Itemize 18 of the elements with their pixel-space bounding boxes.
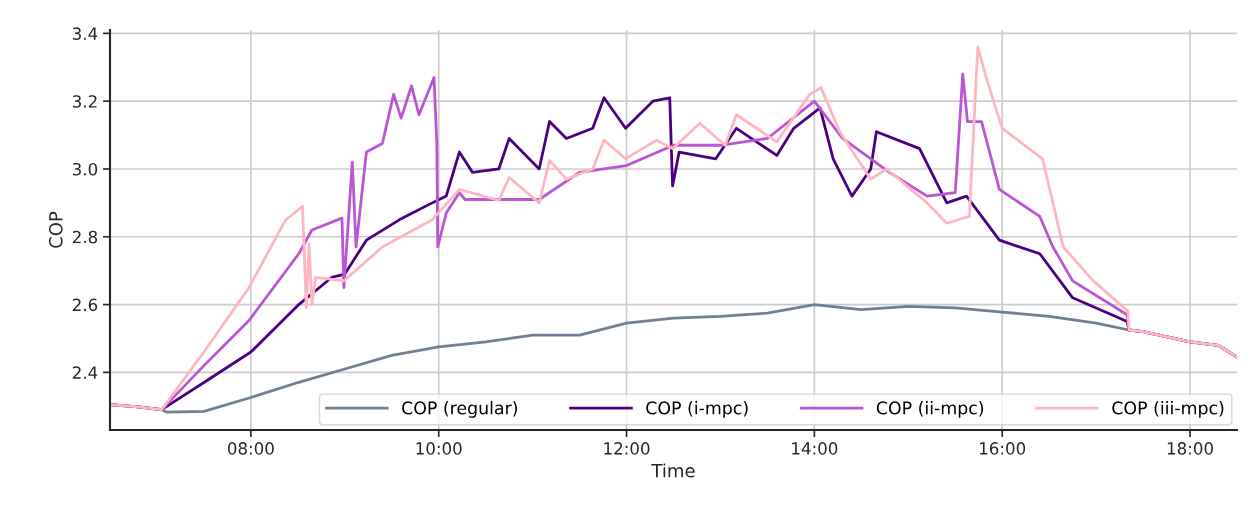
x-axis-title: Time	[651, 463, 695, 478]
y-tick-label: 3.2	[72, 95, 97, 108]
y-tick-label: 2.6	[72, 298, 98, 312]
x-tick-label: 16:00	[980, 442, 1026, 455]
legend-label: COP (ii-mpc)	[876, 401, 984, 418]
legend-label: COP (regular)	[402, 401, 518, 418]
legend-label: COP (iii-mpc)	[1112, 401, 1224, 418]
x-tick-label: 14:00	[792, 442, 838, 455]
x-tick-label: 08:00	[227, 442, 274, 455]
y-tick-label: 2.4	[72, 366, 98, 379]
legend-label: COP (i-mpc)	[646, 401, 748, 418]
y-tick-label: 2.8	[72, 230, 98, 244]
x-tick-label: 12:00	[604, 442, 650, 455]
y-tick-label: 3.4	[72, 27, 98, 40]
x-tick-label: 18:00	[1167, 442, 1213, 455]
y-tick-label: 3.0	[72, 162, 98, 176]
x-tick-label: 10:00	[416, 442, 462, 455]
y-axis-title: COP	[48, 211, 63, 248]
